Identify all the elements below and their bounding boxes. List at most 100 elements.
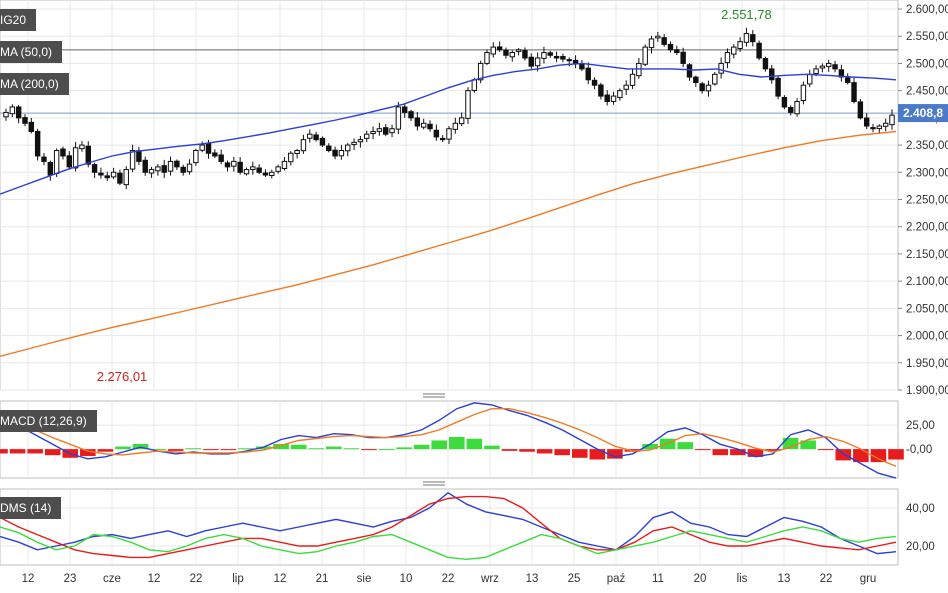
macd-histogram-bar	[220, 449, 237, 451]
candle-body	[705, 84, 712, 92]
candle-body	[541, 52, 547, 59]
candle-body	[484, 52, 490, 64]
dms-label[interactable]: DMS (14)	[0, 497, 62, 519]
dmi-plus-line	[0, 491, 897, 555]
candle-body	[560, 55, 566, 60]
ma50-label[interactable]: MA (50,0)	[0, 41, 63, 63]
adx-line	[0, 526, 897, 561]
macd-histogram-bar	[642, 443, 658, 450]
splitter-1[interactable]	[423, 393, 445, 398]
candle-body	[661, 37, 667, 45]
macd-histogram-bar	[378, 449, 395, 451]
candle-body	[401, 106, 408, 113]
candle-body	[269, 171, 275, 176]
macd-layer	[0, 402, 904, 479]
x-tick-label: 11	[652, 573, 664, 585]
candle-body	[275, 166, 281, 172]
splitter-2[interactable]	[423, 481, 445, 486]
candle-body	[376, 128, 383, 132]
candle-body	[243, 169, 250, 175]
macd-y-tick-label: 25,00	[906, 420, 935, 432]
macd-label[interactable]: MACD (12,26,9)	[0, 410, 97, 432]
candle-body	[642, 46, 648, 65]
x-tick-label: 25	[568, 573, 581, 585]
candle-body	[813, 68, 819, 75]
candle-body	[819, 65, 826, 69]
candle-body	[41, 156, 47, 162]
candle-body	[699, 83, 705, 92]
candle-body	[262, 172, 269, 176]
x-tick-label: 10	[400, 573, 413, 585]
macd-histogram-bar	[9, 449, 26, 454]
macd-histogram-bar	[290, 444, 307, 450]
candle-body	[477, 62, 484, 81]
candle-body	[186, 163, 193, 173]
candle-body	[667, 43, 674, 51]
candle-body	[712, 73, 718, 85]
last-price-label: 2.408,8	[903, 106, 943, 120]
candle-body	[110, 171, 117, 178]
candle-body	[807, 73, 813, 85]
macd-histogram-bar	[449, 436, 465, 450]
candle-body	[863, 117, 870, 127]
candle-body	[572, 59, 579, 64]
candle-body	[724, 52, 731, 64]
candle-body	[718, 62, 724, 74]
candle-body	[53, 150, 60, 174]
x-tick-label: 22	[442, 573, 455, 585]
high-annotation: 2.551,78	[721, 7, 772, 22]
candle-body	[794, 101, 800, 115]
candle-body	[446, 128, 452, 140]
candle-body	[452, 122, 459, 130]
macd-histogram-bar	[853, 449, 869, 463]
macd-histogram-bar	[712, 449, 729, 456]
candle-body	[623, 84, 629, 90]
ma200-label[interactable]: MA (200,0)	[0, 73, 69, 95]
candle-body	[370, 130, 376, 135]
candle-body	[389, 128, 395, 134]
candle-body	[439, 137, 446, 141]
candle-body	[617, 90, 623, 98]
macd-histogram-bar	[273, 443, 289, 450]
y-tick-label: 2.250,00	[906, 195, 948, 207]
candle-body	[250, 166, 256, 170]
candle-body	[212, 152, 218, 157]
macd-histogram-bar	[519, 449, 535, 452]
x-tick-label: 12	[274, 573, 287, 585]
candle-body	[566, 59, 572, 62]
macd-histogram-bar	[800, 440, 816, 450]
candle-body	[136, 150, 142, 162]
y-tick-label: 2.100,00	[906, 276, 948, 288]
y-tick-label: 2.450,00	[906, 86, 948, 98]
x-tick-label: wrz	[480, 573, 499, 585]
candle-body	[503, 49, 509, 56]
macd-histogram-bar	[607, 449, 623, 459]
macd-histogram-bar	[27, 449, 43, 454]
macd-histogram-bar	[677, 442, 693, 450]
candle-body	[338, 150, 345, 157]
candle-body	[876, 125, 883, 130]
candle-body	[851, 82, 857, 103]
macd-histogram-bar	[238, 448, 254, 450]
macd-histogram-bar	[167, 449, 184, 451]
macd-histogram-bar	[817, 449, 834, 451]
x-tick-label: 12	[148, 573, 161, 585]
y-tick-label: 2.600,00	[906, 4, 948, 16]
y-tick-label: 2.000,00	[906, 331, 948, 343]
candle-body	[775, 77, 781, 97]
x-tick-label: sie	[357, 573, 372, 585]
x-tick-label: 21	[316, 573, 329, 585]
candle-body	[15, 106, 22, 119]
x-tick-label: paź	[607, 573, 626, 585]
instrument-label[interactable]: IG20	[0, 9, 37, 31]
dmi-minus-line	[0, 495, 897, 559]
y-tick-label: 2.350,00	[906, 140, 948, 152]
x-tick-label: 20	[694, 573, 707, 585]
candle-body	[882, 122, 889, 127]
candle-body	[427, 123, 433, 130]
macd-y-tick-label: -0,00	[906, 444, 932, 456]
candle-body	[288, 152, 294, 163]
candle-body	[167, 160, 174, 172]
candle-body	[534, 57, 541, 67]
candle-body	[66, 155, 73, 168]
